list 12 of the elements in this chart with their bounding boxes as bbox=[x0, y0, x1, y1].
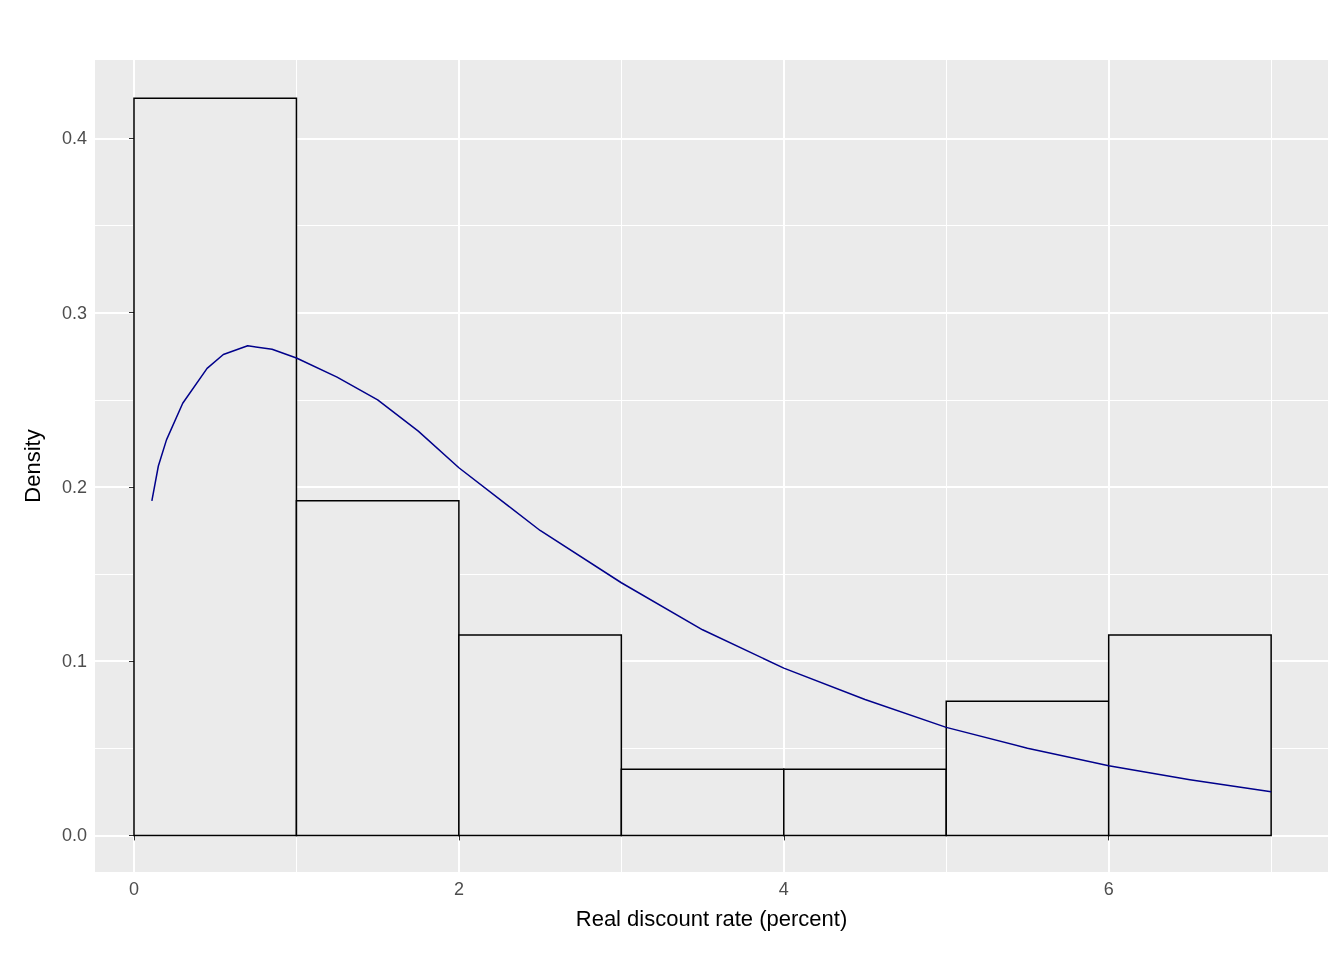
y-axis-title: Density bbox=[19, 429, 45, 503]
x-tick-label: 4 bbox=[778, 879, 789, 899]
x-tick-label: 6 bbox=[1103, 879, 1114, 899]
y-tick-label: 0.3 bbox=[61, 302, 87, 323]
x-tick-label: 2 bbox=[453, 879, 464, 899]
y-tick-label: 0.0 bbox=[61, 825, 87, 846]
x-tick-label: 0 bbox=[128, 879, 139, 899]
line-series bbox=[151, 345, 1272, 793]
y-tick-label: 0.2 bbox=[61, 476, 87, 497]
y-tick-label: 0.1 bbox=[61, 651, 87, 672]
y-tick-label: 0.4 bbox=[61, 128, 87, 149]
x-axis-title: Real discount rate (percent) bbox=[575, 905, 848, 931]
